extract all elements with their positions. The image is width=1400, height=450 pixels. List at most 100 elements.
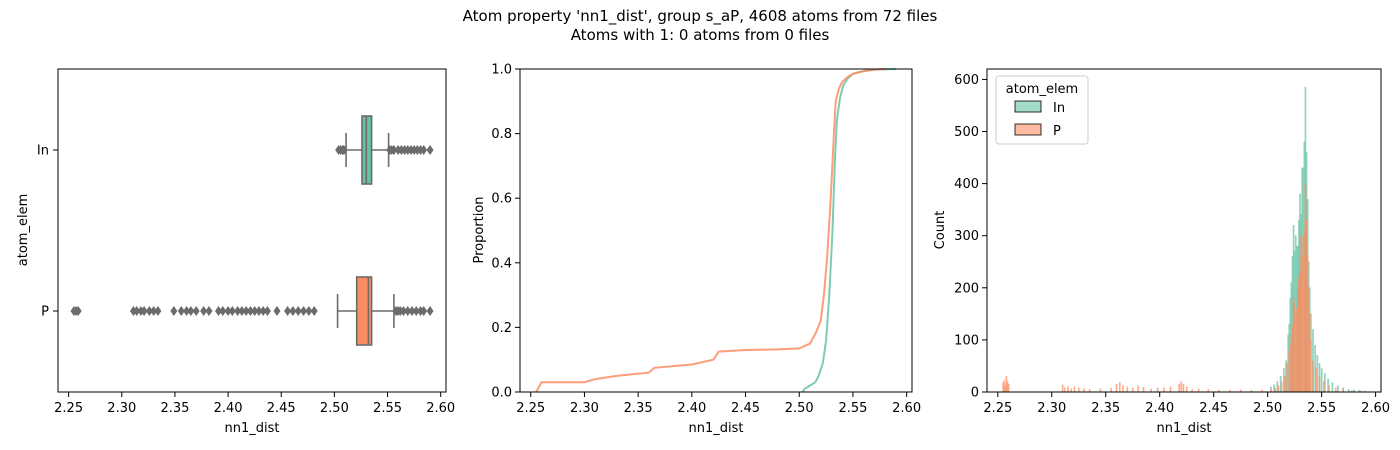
histogram-bar [1118,382,1121,393]
histogram-bar [1280,381,1283,393]
x-tick-label: 2.55 [1307,401,1336,416]
y-tick-label: 300 [954,229,979,244]
histogram-panel: 2.25 2.30 2.35 2.40 2.45 2.50 2.55 2.60 0 100 200… [933,68,1390,436]
outlier-point [294,306,302,316]
x-tick-label: 2.40 [677,401,706,416]
ecdf-x-label: nn1_dist [689,421,744,436]
y-tick-label: 500 [954,125,979,140]
y-tick-label: 0.4 [491,256,512,271]
legend-swatch-p [1014,123,1042,136]
histogram-bar [1318,376,1321,393]
y-tick-label: 200 [954,281,979,296]
histogram-bar [1115,383,1118,393]
histogram-y-ticks: 0 100 200 300 400 500 600 [954,73,987,401]
box-iqr [355,276,373,346]
y-tick-label: 400 [954,177,979,192]
outlier-point [170,306,178,316]
histogram-bar [1178,383,1180,393]
x-tick-label: 2.25 [516,401,545,416]
boxplot-y-label: atom_elem [16,194,31,266]
x-tick-label: 2.50 [1253,401,1282,416]
x-tick-label: 2.35 [1091,401,1120,416]
outlier-point [242,306,250,316]
outlier-point [205,306,213,316]
outlier-point [251,306,259,316]
histogram-x-label: nn1_dist [1157,421,1212,436]
outlier-point [224,306,232,316]
boxplot-y-ticks: In P [37,144,58,320]
histogram-bar [1185,386,1188,393]
histogram-bar [1061,384,1064,393]
y-tick-label: 0.8 [491,127,512,142]
histogram-bar [1073,386,1076,393]
histogram-bar [1315,368,1318,393]
x-tick-label: 2.45 [267,401,296,416]
histogram-bar [1131,387,1134,393]
outlier-point [192,306,200,316]
y-tick-label: 0.2 [491,321,512,336]
histogram-bar [1284,376,1286,393]
ecdf-y-ticks: 0.0 0.2 0.4 0.6 0.8 1.0 [491,63,520,401]
outlier-point [390,145,398,155]
x-tick-label: 2.30 [1037,401,1066,416]
y-tick-label: 0 [971,386,979,401]
outlier-point [215,306,223,316]
x-tick-label: 2.35 [624,401,653,416]
histogram-bar [1323,381,1325,393]
histogram-bar [1180,381,1183,393]
histogram-axes-frame [986,68,1382,393]
outlier-point [183,306,191,316]
histogram-bar [1156,387,1159,393]
box-p [70,276,434,346]
y-tick-label: P [41,305,49,320]
outlier-point [420,145,428,155]
histogram-bar [1122,385,1124,393]
x-tick-label: 2.30 [107,401,136,416]
histogram-bar [1286,363,1288,393]
outlier-point [289,306,297,316]
outlier-point [404,306,412,316]
y-tick-label: 0.6 [491,192,512,207]
outlier-point [228,306,236,316]
boxplot-panel: 2.25 2.30 2.35 2.40 2.45 2.50 2.55 2.60 In P nn1… [16,68,455,436]
x-tick-label: 2.35 [160,401,189,416]
ecdf-axes-frame [519,68,913,393]
y-tick-label: In [37,144,49,159]
figure-title-line1: Atom property 'nn1_dist', group s_aP, 46… [463,7,938,26]
legend-label-in: In [1053,101,1065,116]
histogram-series-in [1270,86,1366,393]
y-tick-label: 600 [954,73,979,88]
outlier-point [426,306,434,316]
x-tick-label: 2.25 [983,401,1012,416]
outlier-point [420,306,428,316]
histogram-bar [1063,387,1066,393]
ecdf-marks [535,68,896,393]
x-tick-label: 2.60 [1361,401,1390,416]
histogram-x-ticks: 2.25 2.30 2.35 2.40 2.45 2.50 2.55 2.60 [983,392,1390,416]
boxplot-x-ticks: 2.25 2.30 2.35 2.40 2.45 2.50 2.55 2.60 [54,392,455,416]
outlier-point [145,306,153,316]
outlier-point [310,306,318,316]
legend-label-p: P [1053,124,1061,139]
box-in [335,115,434,185]
histogram-bar [1328,385,1330,393]
histogram-bar [1334,387,1337,393]
outlier-point [412,306,420,316]
outlier-point [154,306,162,316]
legend-title: atom_elem [1006,82,1078,97]
ecdf-panel: 2.25 2.30 2.35 2.40 2.45 2.50 2.55 2.60 0.00.20… [472,63,921,437]
outlier-point [246,306,254,316]
ecdf-y-label: Proportion [472,196,487,263]
histogram-y-label: Count [933,211,948,250]
outlier-point [408,306,416,316]
histogram-bar [1310,339,1312,393]
outlier-point [238,306,246,316]
y-tick-label: 0.0 [491,386,512,401]
outlier-point [133,306,141,316]
histogram-bar [1169,386,1172,393]
x-tick-label: 2.50 [320,401,349,416]
x-tick-label: 2.50 [785,401,814,416]
outlier-point [340,145,348,155]
outlier-point [426,145,434,155]
